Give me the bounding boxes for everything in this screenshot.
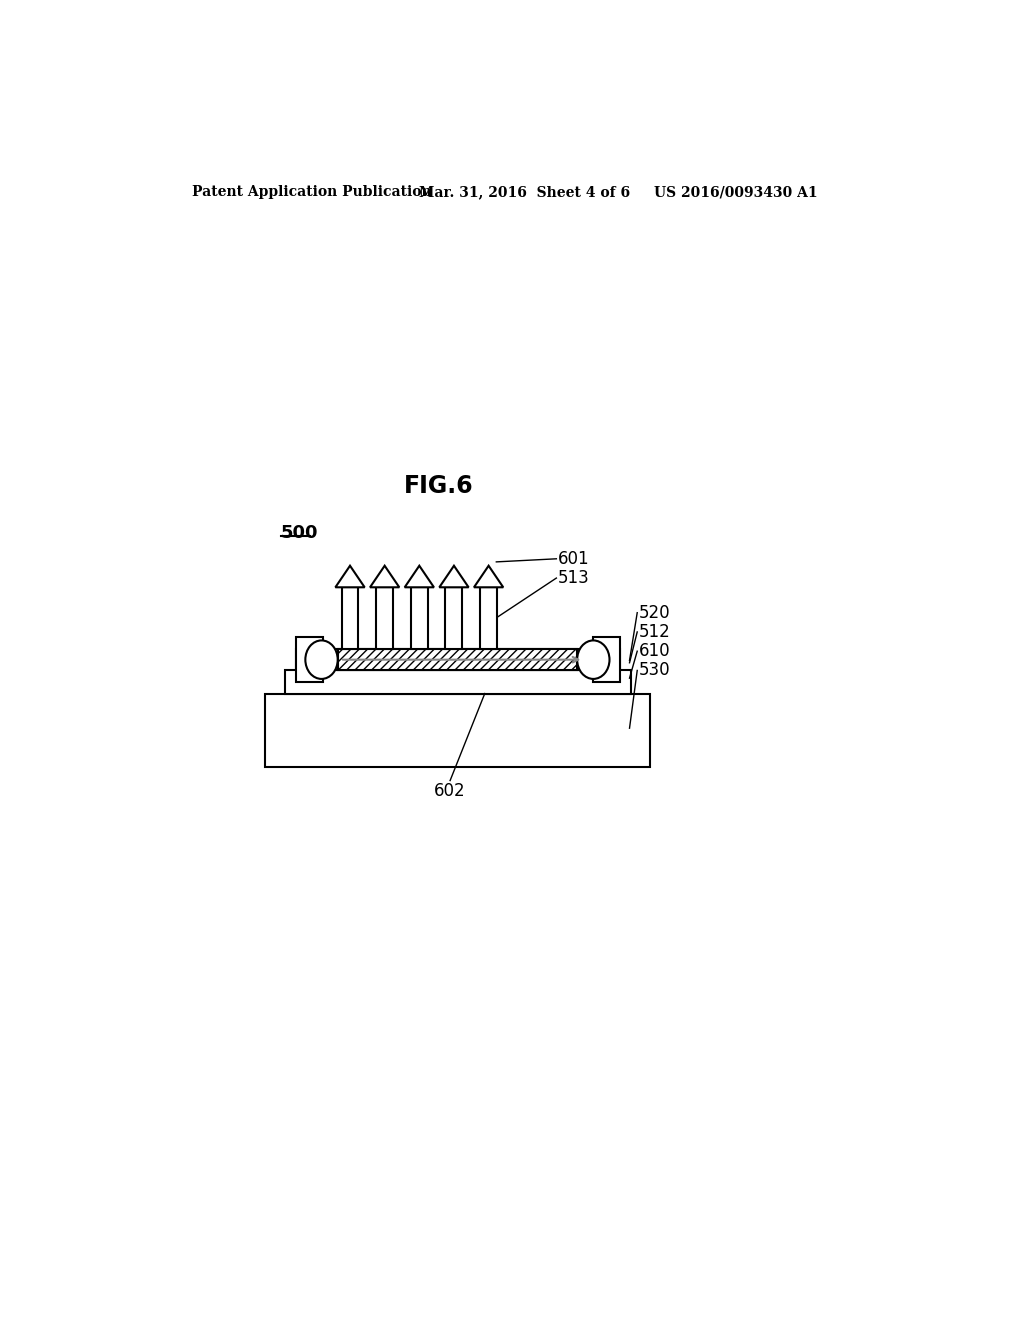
Bar [445, 587, 463, 649]
Text: Mar. 31, 2016  Sheet 4 of 6: Mar. 31, 2016 Sheet 4 of 6 [419, 185, 631, 199]
Polygon shape [474, 566, 503, 587]
Text: FIG.6: FIG.6 [403, 474, 473, 498]
Text: US 2016/0093430 A1: US 2016/0093430 A1 [654, 185, 818, 199]
Bar [593, 638, 620, 682]
Polygon shape [404, 566, 434, 587]
Polygon shape [370, 566, 399, 587]
Bar [376, 587, 393, 649]
Text: 520: 520 [639, 603, 671, 622]
Text: 512: 512 [639, 623, 671, 642]
Bar [296, 649, 620, 671]
Text: 500: 500 [281, 524, 318, 543]
Bar [296, 638, 323, 682]
Text: 513: 513 [558, 569, 590, 587]
Polygon shape [336, 566, 365, 587]
Bar [480, 587, 497, 649]
Bar [342, 587, 358, 649]
Ellipse shape [578, 640, 609, 678]
Ellipse shape [305, 640, 338, 678]
Bar [265, 693, 650, 767]
Text: Patent Application Publication: Patent Application Publication [193, 185, 432, 199]
Text: 602: 602 [434, 783, 466, 800]
Text: 601: 601 [558, 550, 590, 568]
Polygon shape [439, 566, 469, 587]
Text: 610: 610 [639, 643, 671, 660]
Bar [285, 671, 631, 693]
Bar [411, 587, 428, 649]
Text: 530: 530 [639, 661, 671, 680]
Bar [339, 649, 578, 671]
